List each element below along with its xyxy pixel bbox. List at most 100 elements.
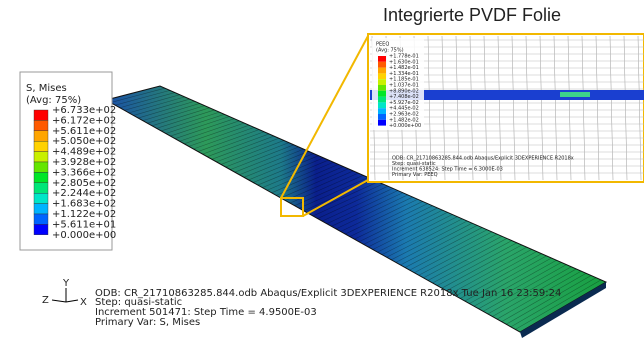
mesh-line: [253, 155, 319, 183]
inset-mesh: [595, 35, 600, 181]
inset-legend-label: +8.890e-02: [389, 88, 419, 94]
inset-mesh: [567, 35, 572, 181]
legend-label: +3.366e+02: [52, 167, 116, 178]
inset-legend-band: [378, 85, 386, 91]
inset-mesh: [623, 35, 628, 181]
mesh-line: [377, 214, 453, 253]
mesh-line: [207, 133, 270, 157]
legend-title: S, Mises: [26, 83, 67, 94]
mesh-line: [151, 107, 210, 127]
inset-mesh: [581, 35, 586, 181]
inset-legend-label: +1.185e-01: [389, 77, 419, 83]
inset-mesh: [637, 35, 642, 181]
inset-mesh: [483, 35, 488, 181]
mesh-line: [174, 118, 235, 139]
mesh-line: [179, 120, 240, 142]
inset-legend-band: [378, 73, 386, 80]
mesh-line: [220, 140, 284, 165]
inset-legend-band: [378, 56, 386, 62]
inset-legend-band: [378, 102, 386, 109]
mesh-line: [469, 257, 552, 304]
mesh-line: [161, 111, 220, 132]
mesh-line: [294, 175, 364, 206]
mesh-line: [395, 222, 473, 263]
mesh-line: [515, 279, 602, 330]
mesh-line: [262, 159, 329, 188]
mesh-line: [368, 209, 443, 248]
triad-label: X: [80, 297, 87, 308]
info-odb: ODB: CR_21710863285.844.odb Abaqus/Expli…: [95, 288, 561, 299]
inset-legend-label: +1.482e-02: [389, 117, 419, 123]
inset-legend-label: +5.927e-02: [389, 100, 419, 106]
mesh-line: [418, 233, 498, 276]
info-step: Step: quasi-static: [95, 297, 182, 308]
legend-band: [33, 130, 49, 142]
mesh-line: [510, 277, 597, 328]
mesh-line: [450, 249, 532, 294]
mesh-line: [115, 90, 170, 106]
inset-legend-band: [378, 61, 386, 68]
mesh-line: [487, 266, 572, 315]
legend-band: [33, 203, 49, 215]
pvdf-peak: [560, 92, 590, 97]
mesh-line: [308, 181, 379, 214]
legend-label: +5.611e+01: [52, 219, 116, 230]
mesh-line: [496, 270, 582, 320]
mesh-line: [110, 87, 166, 103]
mesh-line: [473, 259, 557, 307]
mesh-line: [455, 251, 537, 297]
inset-legend-label: +1.334e-01: [389, 71, 419, 77]
zoom-line: [280, 35, 369, 199]
mesh-line: [142, 103, 200, 121]
mesh-line: [400, 225, 478, 266]
inset-legend-label: +2.963e-02: [389, 112, 419, 118]
mesh-line: [326, 190, 398, 225]
mesh-line: [147, 105, 205, 124]
mesh-line: [216, 137, 280, 163]
inset-mesh: [469, 35, 474, 181]
mesh-line: [441, 244, 522, 289]
inset-legend-label: +1.630e-01: [389, 59, 419, 65]
mesh-line: [230, 144, 294, 170]
mesh-line: [257, 157, 324, 186]
info-increment: Increment 501471: Step Time = 4.9500E-03: [95, 307, 317, 318]
legend-label: +4.489e+02: [52, 147, 116, 158]
inset-legend-band: [378, 119, 386, 126]
inset-legend-band: [378, 108, 386, 114]
mesh-line: [349, 201, 423, 237]
legend: +6.733e+02+6.172e+02+5.611e+02+5.050e+02…: [33, 105, 116, 241]
legend-label: +1.683e+02: [52, 199, 116, 210]
zoom-box: [280, 197, 304, 217]
legend-band: [33, 192, 49, 204]
mesh-line: [266, 161, 334, 191]
triad-axis: [65, 299, 79, 303]
mesh-line: [345, 198, 418, 235]
mesh-line: [363, 207, 438, 245]
pvdf-layer: [370, 90, 644, 100]
mesh: [110, 87, 602, 330]
plate-edge: [520, 282, 606, 338]
mesh-line: [358, 205, 433, 243]
mesh-line: [276, 166, 344, 196]
mesh-line: [501, 273, 587, 322]
inset-info: ODB: CR_21710863285.844.odb Abaqus/Expli…: [392, 156, 574, 162]
triad-label: Y: [62, 278, 70, 289]
mesh-line: [193, 127, 255, 150]
mesh-line: [427, 238, 508, 281]
inset-mesh: [455, 35, 460, 181]
mesh-line: [170, 116, 230, 137]
mesh-line: [340, 196, 413, 232]
legend-band: [33, 151, 49, 163]
mesh-line: [414, 231, 493, 273]
mesh-line: [386, 218, 463, 258]
legend-band: [33, 120, 49, 132]
mesh-line: [460, 253, 542, 299]
triad-axis: [51, 299, 67, 303]
inset-mesh: [441, 35, 446, 181]
inset-info: Primary Var: PEEQ: [392, 172, 438, 178]
legend-band: [33, 109, 49, 121]
triad-label: Z: [42, 295, 49, 306]
inset-mesh: [497, 35, 502, 181]
mesh-line: [184, 122, 245, 145]
